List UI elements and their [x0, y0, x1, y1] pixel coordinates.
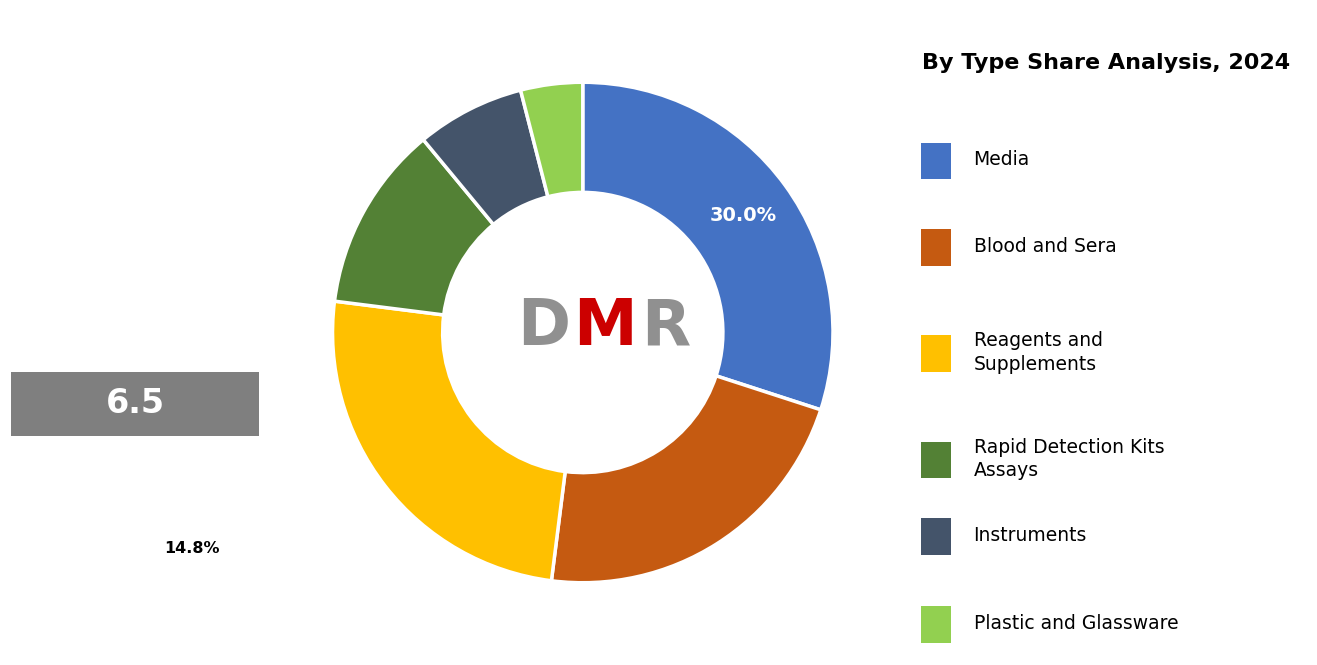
- Text: R: R: [641, 297, 690, 358]
- FancyBboxPatch shape: [137, 514, 248, 583]
- FancyBboxPatch shape: [921, 606, 951, 642]
- Text: 6.5: 6.5: [105, 388, 165, 420]
- Text: Media: Media: [973, 150, 1030, 169]
- Wedge shape: [552, 376, 820, 583]
- FancyBboxPatch shape: [11, 372, 259, 436]
- Wedge shape: [423, 90, 548, 225]
- Text: By Type Share Analysis, 2024: By Type Share Analysis, 2024: [922, 53, 1291, 73]
- Text: Global Industrial
Microbiology  Market
Size
(USD Billion), 2024: Global Industrial Microbiology Market Si…: [53, 252, 217, 327]
- Text: 30.0%: 30.0%: [710, 206, 777, 225]
- FancyBboxPatch shape: [921, 142, 951, 179]
- FancyBboxPatch shape: [921, 335, 951, 372]
- FancyBboxPatch shape: [921, 229, 951, 265]
- Text: CAGR
2024-2033: CAGR 2024-2033: [34, 525, 109, 553]
- Wedge shape: [520, 82, 583, 197]
- Wedge shape: [335, 140, 494, 315]
- Wedge shape: [582, 82, 832, 410]
- Wedge shape: [333, 301, 565, 581]
- Text: Dimension
Market
Research: Dimension Market Research: [65, 89, 205, 177]
- Text: M: M: [573, 297, 637, 358]
- Text: Instruments: Instruments: [973, 526, 1087, 545]
- FancyBboxPatch shape: [921, 442, 951, 479]
- FancyBboxPatch shape: [921, 519, 951, 555]
- Text: Reagents and
Supplements: Reagents and Supplements: [973, 331, 1102, 374]
- Text: Rapid Detection Kits
Assays: Rapid Detection Kits Assays: [973, 438, 1164, 480]
- Text: Plastic and Glassware: Plastic and Glassware: [973, 614, 1179, 632]
- Text: Blood and Sera: Blood and Sera: [973, 237, 1117, 255]
- Text: 14.8%: 14.8%: [163, 541, 220, 556]
- Text: D: D: [518, 297, 570, 358]
